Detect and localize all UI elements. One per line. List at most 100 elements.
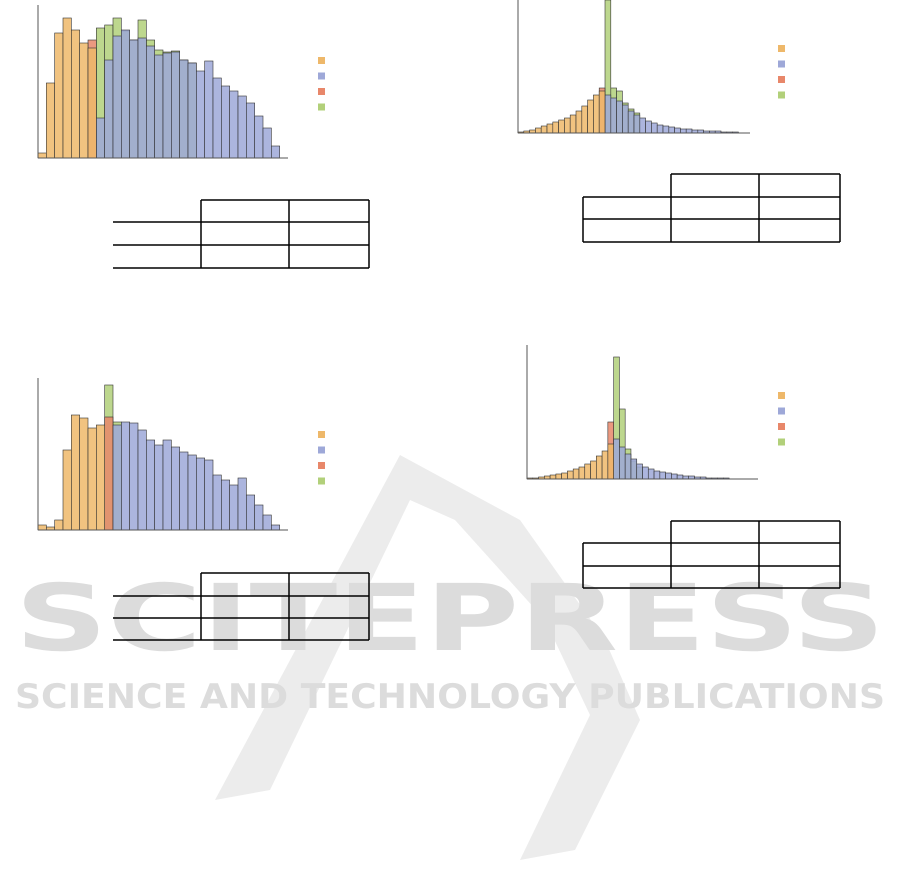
bar (647, 468, 655, 480)
bar (62, 449, 72, 531)
bar (668, 126, 675, 134)
legend (778, 392, 785, 446)
bar (561, 472, 568, 480)
bar (154, 54, 164, 159)
bar (71, 414, 80, 531)
bar (613, 438, 620, 480)
bar (196, 70, 205, 159)
bar (162, 52, 172, 159)
watermark-swoosh (215, 455, 640, 860)
table (582, 173, 841, 243)
bar (162, 439, 172, 531)
bar (79, 417, 89, 531)
bar (212, 474, 222, 531)
legend-swatch (778, 76, 785, 83)
bar (653, 470, 661, 480)
bar (651, 122, 658, 134)
bar (590, 460, 597, 480)
legend-swatch (318, 88, 325, 95)
bar (62, 17, 72, 159)
bar (627, 110, 635, 134)
legend-swatch (778, 392, 785, 399)
bar (535, 127, 542, 134)
legend-swatch (318, 72, 325, 80)
bar (578, 466, 586, 480)
bar (71, 29, 80, 159)
bar (129, 422, 139, 531)
bar (187, 454, 197, 531)
bar (575, 110, 583, 134)
bar (262, 514, 272, 531)
bar (146, 439, 155, 531)
bar (271, 524, 280, 531)
bar (221, 479, 230, 531)
bar (633, 114, 641, 134)
bar (204, 459, 214, 531)
legend-swatch (778, 438, 785, 446)
bar (254, 504, 264, 531)
bar (639, 117, 646, 134)
bar (607, 443, 614, 480)
legend-swatch (778, 60, 785, 68)
bar (187, 62, 197, 159)
bar (246, 494, 255, 531)
bar (196, 457, 205, 531)
legend-swatch (318, 103, 325, 111)
bar (37, 152, 47, 159)
bar (569, 114, 577, 134)
bar (112, 35, 122, 159)
bar (555, 473, 562, 480)
bar (179, 59, 189, 159)
bar (271, 145, 280, 159)
legend (778, 45, 785, 99)
bar (229, 90, 239, 159)
bar (636, 463, 643, 480)
bar (662, 125, 670, 134)
bar (674, 127, 681, 134)
bar (567, 470, 574, 480)
bar (680, 128, 687, 134)
bar (685, 128, 693, 134)
bar (54, 32, 64, 159)
bar (171, 51, 180, 159)
bar (616, 100, 623, 134)
bar (552, 121, 559, 134)
bar (665, 472, 672, 480)
bar (37, 524, 47, 531)
legend (318, 57, 325, 111)
bar (622, 104, 629, 134)
bar (642, 466, 649, 480)
bar (546, 123, 554, 134)
bar (581, 105, 588, 134)
bar (604, 94, 612, 134)
bar (46, 82, 55, 159)
bar (584, 463, 591, 480)
bar (137, 429, 147, 531)
bar (587, 99, 594, 134)
table (113, 199, 370, 269)
bar (237, 477, 247, 531)
bar (112, 424, 122, 531)
bar (659, 471, 666, 480)
bar (96, 424, 105, 531)
legend-swatch (778, 423, 785, 430)
bar (104, 416, 114, 531)
bar (601, 450, 609, 480)
watermark-subtitle: SCIENCE AND TECHNOLOGY PUBLICATIONS (15, 677, 885, 717)
legend-swatch (318, 462, 325, 469)
bar (598, 90, 606, 134)
bar (676, 474, 684, 480)
chart (517, 0, 785, 134)
bar (129, 39, 139, 159)
bar (146, 45, 155, 159)
chart (37, 378, 325, 531)
bar (254, 115, 264, 159)
bar (54, 519, 64, 531)
bar (656, 124, 664, 134)
bar (221, 85, 230, 159)
bar (610, 97, 617, 134)
bar (558, 119, 565, 134)
bar (630, 458, 638, 480)
bar (204, 60, 214, 159)
